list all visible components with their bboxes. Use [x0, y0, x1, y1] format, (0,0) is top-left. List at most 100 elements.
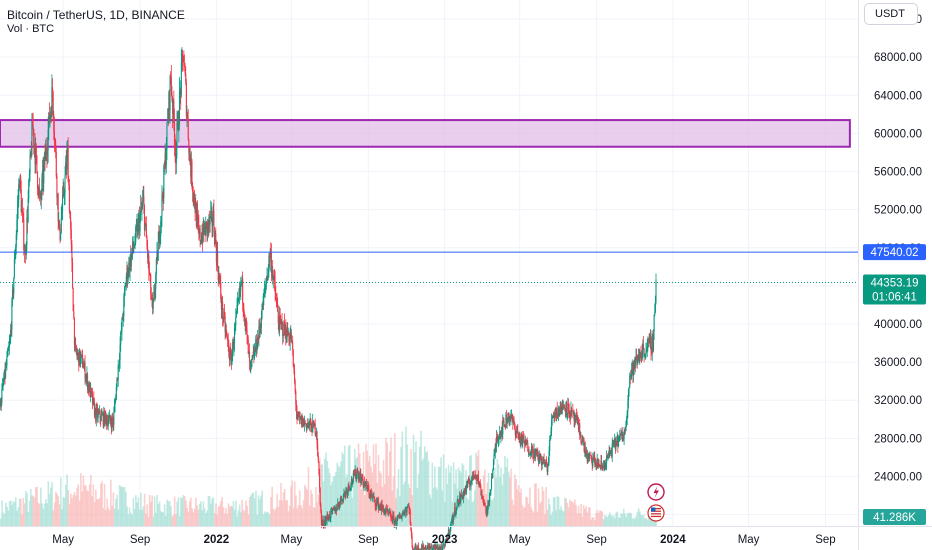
- candle-body: [349, 487, 351, 490]
- volume-bar: [640, 514, 642, 526]
- resistance-price-tag: 47540.02: [871, 247, 919, 259]
- volume-bar: [253, 498, 256, 526]
- candle-body: [289, 336, 291, 343]
- candle-body: [458, 502, 460, 506]
- candle-body: [294, 381, 296, 392]
- volume-bar: [28, 500, 31, 526]
- candle-body: [60, 218, 62, 233]
- candle-body: [358, 475, 360, 480]
- candle-body: [26, 217, 29, 222]
- candle-body: [48, 112, 50, 124]
- volume-bar: [210, 503, 212, 526]
- candle-body: [404, 514, 406, 516]
- candle-body: [0, 401, 2, 407]
- volume-bar: [630, 513, 632, 526]
- volume-bar: [211, 498, 213, 526]
- candle-body: [265, 281, 267, 285]
- volume-bar: [597, 512, 600, 526]
- volume-bar: [479, 487, 481, 526]
- candle-body: [364, 482, 366, 487]
- volume-bar: [527, 503, 530, 526]
- candle-body: [25, 252, 27, 256]
- candle-body: [162, 194, 164, 197]
- volume-bar: [188, 501, 191, 526]
- volume-bar: [6, 506, 8, 526]
- candle-body: [215, 244, 217, 262]
- volume-bar: [531, 510, 534, 526]
- candle-body: [643, 348, 645, 356]
- candle-body: [604, 464, 606, 468]
- candle-body: [473, 474, 475, 479]
- candle-body: [508, 412, 510, 420]
- volume-bar: [625, 516, 627, 526]
- candle-body: [338, 504, 340, 507]
- candle-body: [331, 509, 333, 511]
- volume-bar: [507, 471, 510, 526]
- candle-body: [524, 440, 526, 446]
- volume-bar: [524, 507, 526, 526]
- candle-body: [368, 488, 370, 495]
- candle-body: [264, 287, 266, 288]
- volume-bar: [60, 477, 62, 526]
- candle-body: [388, 512, 390, 514]
- candle-body: [494, 444, 496, 454]
- candle-body: [204, 227, 206, 236]
- symbol-title: Bitcoin / TetherUS, 1D, BINANCE: [7, 8, 185, 22]
- volume-bar: [307, 466, 310, 526]
- candle-body: [480, 486, 482, 496]
- candle-body: [24, 252, 26, 254]
- candle-body: [644, 354, 646, 356]
- candle-body: [437, 546, 439, 550]
- candle-body: [611, 444, 613, 457]
- candle-body: [479, 482, 481, 487]
- candle-body: [470, 480, 473, 483]
- candle-body: [2, 383, 4, 385]
- volume-bar: [398, 496, 401, 526]
- candle-body: [424, 547, 426, 549]
- volume-bar: [71, 498, 73, 526]
- volume-bar: [372, 444, 375, 526]
- flag-stripe: [651, 515, 662, 518]
- candle-body: [459, 495, 461, 503]
- candle-body: [180, 89, 182, 95]
- candle-body: [115, 386, 117, 400]
- candle-body: [321, 522, 323, 525]
- volume-bar: [117, 509, 120, 526]
- volume-bar: [355, 459, 357, 526]
- volume-bar: [17, 507, 20, 526]
- candle-body: [478, 482, 480, 487]
- volume-bar: [305, 487, 307, 526]
- volume-bar: [522, 507, 525, 526]
- volume-bar: [607, 515, 610, 526]
- volume-bar: [80, 473, 82, 526]
- candle-body: [377, 499, 379, 510]
- candle-body: [234, 325, 236, 328]
- volume-bar: [542, 490, 545, 526]
- currency-selector-button[interactable]: USDT: [864, 3, 918, 25]
- candle-body: [309, 421, 311, 427]
- volume-bar: [484, 469, 486, 526]
- volume-bar: [539, 503, 541, 526]
- supply-zone-box[interactable]: [0, 119, 851, 148]
- volume-bar: [350, 481, 352, 526]
- candle-body: [526, 440, 528, 444]
- candle-body: [290, 333, 292, 341]
- volume-bar: [301, 508, 304, 526]
- us-flag-event-icon[interactable]: [647, 504, 665, 522]
- volume-bar: [98, 497, 101, 526]
- candle-body: [504, 424, 506, 427]
- candle-body: [318, 461, 320, 474]
- volume-bar: [457, 467, 460, 526]
- volume-bar: [612, 515, 615, 526]
- candle-body: [621, 432, 623, 434]
- volume-bar: [392, 476, 395, 526]
- candle-body: [63, 187, 65, 195]
- candle-body: [369, 494, 371, 496]
- volume-bar: [196, 505, 198, 526]
- volume-bar: [552, 496, 555, 526]
- candle-body: [254, 349, 256, 352]
- candle-body: [576, 418, 578, 421]
- volume-bar: [328, 472, 331, 526]
- candle-body: [175, 149, 177, 164]
